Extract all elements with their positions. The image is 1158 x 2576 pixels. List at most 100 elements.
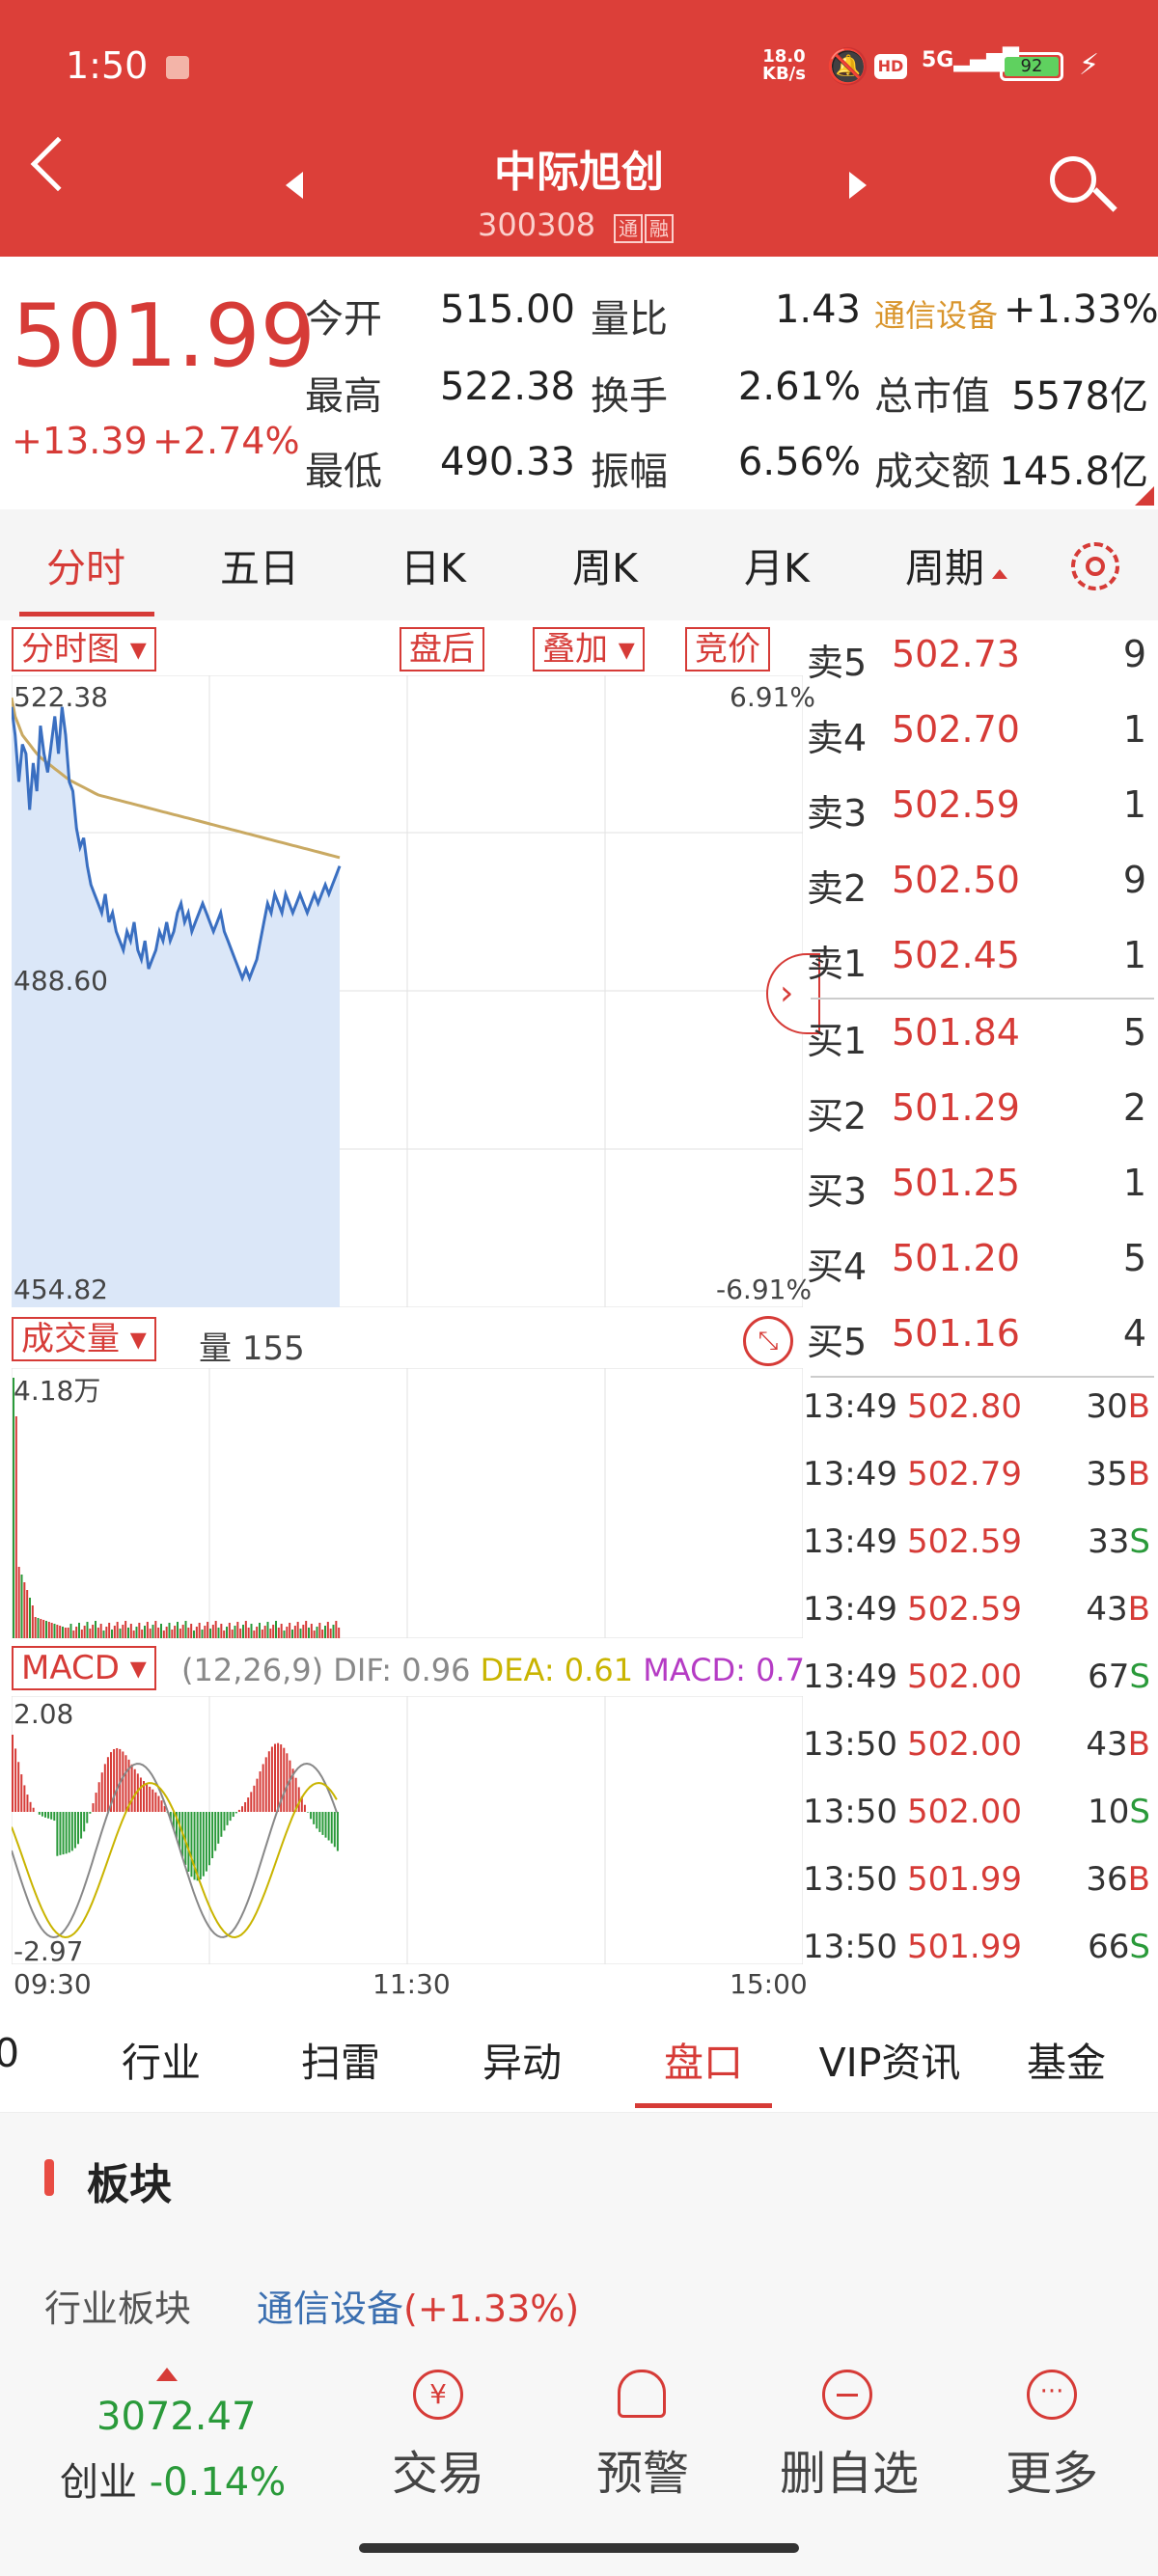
- tab-period[interactable]: 周期: [905, 545, 984, 591]
- prev-stock-icon[interactable]: [286, 172, 303, 199]
- volume-bar: [45, 1621, 47, 1638]
- tab-risk-scan[interactable]: 扫雷: [301, 2040, 380, 2086]
- tick-time: 13:50: [803, 1725, 897, 1764]
- bid3-price: 501.25: [892, 1162, 1020, 1204]
- fullscreen-icon[interactable]: ⤡: [743, 1316, 793, 1366]
- after-hours-button[interactable]: 盘后: [400, 627, 484, 671]
- volume-bar: [149, 1629, 152, 1638]
- mute-icon: 🔕: [826, 47, 869, 87]
- tick-volume-side: 33S: [1073, 1522, 1150, 1561]
- macd-bar: [205, 1812, 207, 1872]
- macd-top-label: 2.08: [14, 1698, 74, 1730]
- battery-icon: 92: [1000, 52, 1063, 81]
- price-change-pct: +2.74%: [152, 420, 300, 462]
- stock-name: 中际旭创: [494, 148, 664, 197]
- trade-ticks[interactable]: 13:49 502.80 30B 13:49 502.79 35B 13:49 502.59 3…: [803, 1387, 1158, 1986]
- volume-bar: [313, 1631, 316, 1638]
- bid1-price: 501.84: [892, 1011, 1020, 1054]
- volume-bar: [244, 1621, 247, 1638]
- tick-row: 13:49 502.00 67S: [803, 1658, 1158, 1715]
- macd-bar: [53, 1812, 56, 1822]
- expand-orderbook-icon[interactable]: ›: [766, 953, 820, 1034]
- tab-handicap[interactable]: 盘口: [664, 2040, 743, 2086]
- overlay-select[interactable]: 叠加 ▾: [533, 627, 645, 671]
- macd-bar: [232, 1812, 234, 1818]
- settings-icon[interactable]: [1071, 542, 1119, 590]
- tick-time: 13:50: [803, 1860, 897, 1899]
- bell-icon: [618, 2370, 666, 2418]
- nav-alert[interactable]: 预警: [595, 2447, 689, 2501]
- tab-weekly-k[interactable]: 周K: [572, 545, 638, 591]
- volume-bar: [277, 1628, 280, 1638]
- macd-select[interactable]: MACD ▾: [12, 1646, 156, 1690]
- tick-side: B: [1127, 1590, 1150, 1629]
- tick-side: B: [1127, 1725, 1150, 1764]
- tab-movements[interactable]: 异动: [482, 2040, 562, 2086]
- volume-bar: [96, 1628, 99, 1638]
- bid4-label: 买4: [807, 1246, 868, 1288]
- volume-bar: [329, 1629, 332, 1638]
- nav-more[interactable]: 更多: [1005, 2447, 1098, 2501]
- dif-line: [12, 1762, 338, 1939]
- macd-bar: [133, 1768, 136, 1812]
- volume-bar: [157, 1628, 160, 1638]
- volume-bar: [99, 1624, 102, 1638]
- bid4-price: 501.20: [892, 1237, 1020, 1279]
- tick-row: 13:49 502.80 30B: [803, 1387, 1158, 1445]
- period-dropdown-icon: [992, 569, 1007, 579]
- ask1-price: 502.45: [892, 934, 1020, 976]
- volume-bar: [305, 1621, 308, 1638]
- sector-link[interactable]: 通信设备(+1.33%): [257, 2279, 579, 2332]
- index-value[interactable]: 3072.47: [96, 2395, 257, 2439]
- tab-fund[interactable]: 基金: [1027, 2040, 1106, 2086]
- tab-five-day[interactable]: 五日: [220, 545, 299, 591]
- volume-bar: [296, 1622, 299, 1638]
- sector-name[interactable]: 通信设备: [874, 297, 999, 334]
- volume-bar: [291, 1630, 293, 1638]
- more-icon: ···: [1027, 2370, 1077, 2420]
- tab-industry[interactable]: 行业: [122, 2040, 201, 2086]
- nav-remove-watchlist[interactable]: 删自选: [779, 2447, 919, 2501]
- tick-row: 13:49 502.59 33S: [803, 1522, 1158, 1580]
- tick-price: 502.00: [907, 1725, 1022, 1764]
- volume-bar: [190, 1624, 193, 1638]
- volume-bar: [78, 1623, 80, 1638]
- expand-corner-icon[interactable]: [1135, 486, 1154, 506]
- volume-bar: [263, 1626, 266, 1638]
- tab-vip-news[interactable]: VIP资讯: [818, 2040, 961, 2086]
- macd-bar: [29, 1801, 32, 1812]
- volume-chart: [12, 1368, 803, 1638]
- y-axis-bottom: 454.82: [14, 1274, 108, 1305]
- y-axis-mid: 488.60: [14, 965, 108, 997]
- auction-button[interactable]: 竞价: [685, 627, 770, 671]
- macd-bar: [113, 1748, 116, 1812]
- tab-monthly-k[interactable]: 月K: [744, 545, 810, 591]
- volume-bar: [177, 1622, 179, 1638]
- volume-bar: [132, 1631, 135, 1638]
- tab-daily-k[interactable]: 日K: [400, 545, 466, 591]
- macd-bar: [89, 1812, 92, 1814]
- volume-bar: [302, 1625, 305, 1638]
- tab-intraday[interactable]: 分时: [46, 545, 125, 591]
- search-icon[interactable]: [1050, 156, 1096, 203]
- macd-bar: [280, 1744, 283, 1812]
- volume-bar: [34, 1617, 37, 1638]
- volume-bar: [318, 1623, 321, 1638]
- volume-bar: [234, 1626, 236, 1638]
- volume-bar: [138, 1623, 141, 1638]
- tab-partial[interactable]: 0: [0, 2030, 20, 2076]
- home-indicator[interactable]: [359, 2543, 799, 2553]
- price-chart[interactable]: [12, 675, 803, 1307]
- volume-bar: [154, 1621, 157, 1638]
- open-label: 今开: [305, 297, 382, 342]
- macd-bar: [237, 1809, 240, 1812]
- tick-volume-side: 30B: [1073, 1387, 1150, 1426]
- macd-bar: [217, 1812, 220, 1844]
- next-stock-icon[interactable]: [849, 172, 867, 199]
- tick-volume: 43: [1086, 1725, 1128, 1764]
- nav-trade[interactable]: 交易: [391, 2447, 484, 2501]
- tick-volume: 30: [1086, 1387, 1128, 1426]
- tick-price: 502.80: [907, 1387, 1022, 1426]
- volume-select[interactable]: 成交量 ▾: [12, 1317, 156, 1361]
- chart-type-select[interactable]: 分时图 ▾: [12, 627, 156, 671]
